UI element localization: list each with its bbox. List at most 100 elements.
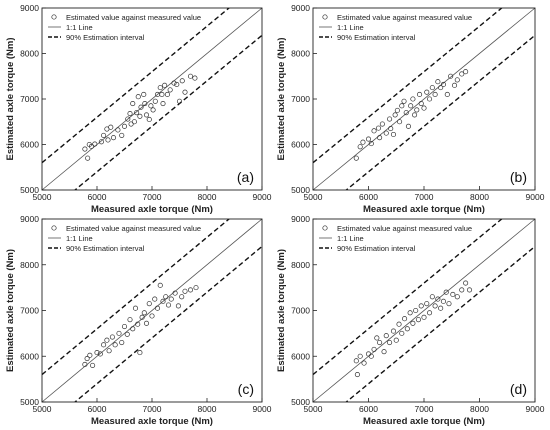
data-point (162, 82, 168, 88)
data-point (368, 353, 374, 359)
data-point (124, 331, 130, 337)
y-tick-label: 6000 (20, 140, 39, 150)
data-point (160, 298, 166, 304)
x-axis-title: Measured axle torque (Nm) (91, 204, 213, 215)
data-point (390, 131, 397, 138)
data-point (405, 123, 412, 129)
data-point (171, 80, 177, 86)
legend-marker-points (322, 225, 328, 231)
data-point (141, 310, 147, 316)
data-point (401, 98, 407, 104)
legend-label-line: 1:1 Line (337, 234, 364, 243)
x-tick-label: 8000 (198, 404, 217, 414)
x-tick-label: 8000 (470, 192, 489, 202)
y-axis-title: Estimated axle torque (Nm) (276, 249, 287, 372)
data-point (84, 355, 90, 362)
legend-marker-points (322, 14, 328, 20)
data-point (383, 130, 389, 136)
data-point (357, 144, 363, 150)
data-point (127, 111, 133, 117)
data-point (387, 116, 393, 122)
y-axis-title: Estimated axle torque (Nm) (276, 38, 287, 161)
data-point (397, 119, 403, 125)
data-point (146, 116, 152, 123)
data-point (414, 107, 420, 113)
legend-label-points: Estimated value against measured value (337, 13, 472, 22)
x-tick-label: 5000 (33, 404, 52, 414)
data-point (459, 287, 465, 293)
data-point (394, 107, 400, 113)
legend-label-line: 1:1 Line (66, 23, 93, 32)
data-point (424, 301, 430, 307)
data-point (150, 107, 156, 113)
data-point (137, 350, 143, 356)
data-point (404, 326, 410, 332)
x-axis-title: Measured axle torque (Nm) (91, 416, 213, 427)
x-tick-label: 9000 (253, 192, 272, 202)
y-tick-label: 8000 (20, 49, 39, 59)
data-point (429, 294, 435, 300)
data-point (119, 339, 125, 346)
legend-marker-points (51, 225, 57, 231)
data-point (82, 146, 88, 152)
chart-panel-c: 5000 6000 7000 8000 9000 5000 6000 7000 8000 9000… (5, 214, 272, 427)
y-tick-label: 8000 (20, 260, 39, 270)
data-point (182, 89, 188, 95)
data-point (377, 339, 383, 346)
data-point (160, 101, 166, 107)
legend-label-points: Estimated value against measured value (337, 224, 472, 233)
x-tick-label: 7000 (415, 404, 434, 414)
data-point (112, 342, 118, 348)
y-axis-title: Estimated axle torque (Nm) (5, 249, 16, 372)
data-point (450, 291, 456, 298)
y-tick-label: 9000 (20, 214, 39, 224)
one-to-one-line (41, 218, 263, 403)
x-axis-title: Measured axle torque (Nm) (363, 416, 485, 427)
x-tick-label: 8000 (470, 404, 489, 414)
data-point (109, 334, 115, 340)
data-point (399, 330, 405, 336)
data-point (413, 307, 419, 314)
data-point (98, 139, 104, 145)
data-point (371, 128, 377, 134)
data-point (130, 101, 136, 107)
data-point (131, 119, 137, 125)
data-point (176, 98, 183, 104)
data-point (353, 155, 359, 161)
data-point (375, 125, 382, 131)
data-point (165, 302, 172, 308)
data-point (417, 91, 423, 98)
data-point (387, 339, 393, 346)
data-point (101, 132, 107, 138)
y-tick-label: 7000 (291, 306, 310, 316)
data-point (418, 303, 424, 309)
x-tick-label: 6000 (88, 404, 107, 414)
data-point (163, 294, 169, 300)
data-point (94, 350, 100, 356)
data-point (159, 91, 165, 98)
data-point (167, 87, 173, 93)
data-point (179, 78, 185, 84)
x-tick-label: 5000 (304, 192, 323, 202)
data-point (87, 352, 93, 358)
data-point (415, 317, 422, 323)
data-point (402, 316, 408, 322)
data-point (392, 112, 398, 118)
x-tick-label: 6000 (88, 192, 107, 202)
data-point (412, 112, 418, 118)
x-tick-label: 7000 (415, 192, 434, 202)
data-point (448, 73, 454, 79)
data-point (368, 141, 374, 147)
data-point (444, 91, 450, 98)
data-point (446, 301, 452, 307)
data-point (365, 136, 372, 142)
data-point (164, 91, 170, 98)
y-axis-title: Estimated axle torque (Nm) (5, 38, 16, 161)
x-tick-label: 7000 (143, 192, 162, 202)
one-to-one-line (41, 7, 263, 191)
data-point (182, 288, 188, 294)
data-point (127, 317, 133, 323)
data-point (187, 73, 194, 79)
data-point (432, 91, 438, 98)
